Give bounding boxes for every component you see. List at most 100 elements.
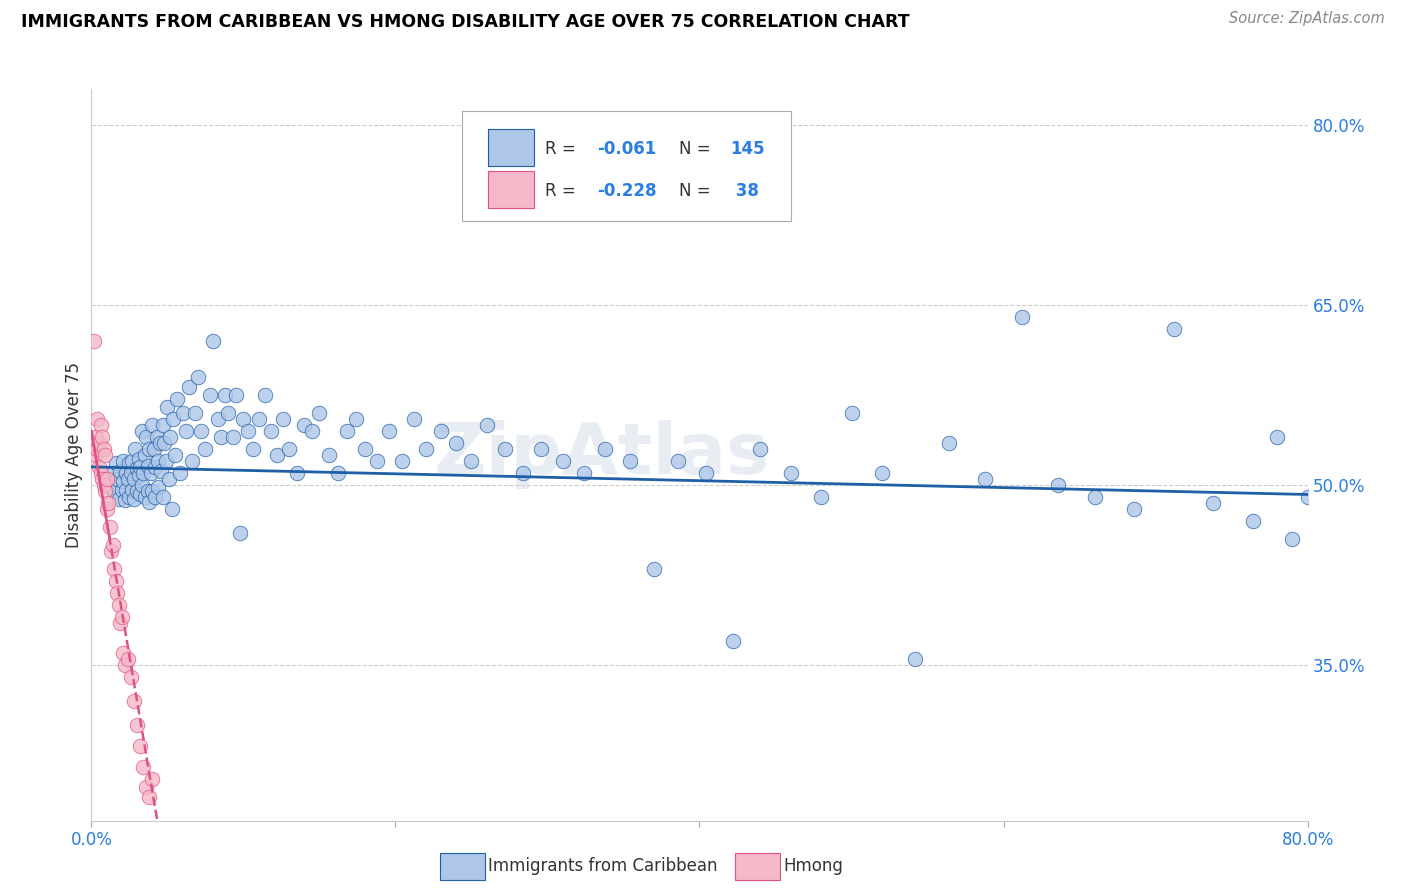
Point (974, 472, 997, 486)
Point (136, 483, 159, 498)
Point (107, 598, 129, 612)
Point (157, 472, 180, 486)
Point (129, 459, 152, 474)
Point (120, 670, 142, 684)
Point (94, 483, 117, 498)
Text: -0.061: -0.061 (598, 140, 657, 158)
Point (112, 475, 135, 489)
Point (1123, 501, 1146, 516)
Point (134, 490, 156, 504)
Point (89, 417, 111, 432)
Text: -0.228: -0.228 (598, 182, 657, 200)
Point (209, 430, 232, 444)
Point (870, 466, 893, 480)
Point (129, 739, 152, 754)
Point (97, 496, 120, 510)
Point (236, 424, 259, 438)
Point (160, 501, 183, 516)
Point (1296, 490, 1319, 504)
Point (344, 412, 367, 426)
Point (180, 454, 202, 468)
Point (104, 456, 127, 470)
Point (222, 430, 245, 444)
Point (841, 406, 863, 420)
Text: Source: ZipAtlas.com: Source: ZipAtlas.com (1229, 11, 1385, 26)
Point (1084, 490, 1107, 504)
Point (89, 466, 111, 480)
Point (643, 562, 665, 576)
Point (749, 442, 772, 456)
Point (134, 448, 156, 462)
FancyBboxPatch shape (463, 112, 790, 221)
Point (155, 454, 177, 468)
Point (229, 525, 252, 540)
Point (149, 436, 172, 450)
Point (163, 448, 186, 462)
Point (301, 424, 323, 438)
Point (141, 772, 163, 786)
Text: N =: N = (679, 182, 716, 200)
Point (86, 442, 108, 456)
Point (138, 442, 160, 456)
Point (91, 472, 114, 486)
Point (112, 454, 135, 468)
Point (141, 483, 163, 498)
Point (115, 466, 138, 480)
Point (148, 480, 170, 494)
Point (83, 334, 105, 348)
Point (695, 466, 717, 480)
Point (402, 412, 425, 426)
Point (96, 475, 118, 490)
Point (114, 493, 136, 508)
Point (96, 472, 118, 486)
Point (117, 652, 139, 666)
Point (172, 406, 194, 420)
Point (84, 448, 107, 462)
Point (475, 417, 498, 432)
Point (118, 456, 141, 470)
Point (135, 430, 157, 444)
Point (96, 501, 118, 516)
Point (153, 436, 176, 450)
Point (111, 609, 134, 624)
Point (174, 424, 197, 438)
Point (1163, 322, 1185, 336)
Point (214, 388, 236, 402)
Point (938, 436, 960, 450)
Point (120, 466, 142, 480)
Point (308, 406, 330, 420)
Point (292, 417, 315, 432)
Point (132, 760, 155, 774)
Point (162, 412, 184, 426)
Point (1265, 430, 1288, 444)
Point (131, 478, 153, 492)
Point (593, 442, 616, 456)
Point (114, 657, 136, 672)
Point (138, 789, 160, 804)
Point (145, 430, 167, 444)
Point (122, 694, 145, 708)
Point (138, 494, 160, 508)
Point (326, 466, 349, 480)
Point (143, 490, 166, 504)
Point (91, 430, 114, 444)
Point (105, 472, 128, 486)
Point (115, 483, 138, 497)
Point (103, 562, 125, 576)
Point (98, 480, 121, 494)
Point (721, 633, 744, 648)
Point (391, 454, 413, 468)
Point (779, 466, 801, 480)
Point (110, 615, 132, 630)
Point (84, 430, 107, 444)
Point (142, 442, 165, 456)
FancyBboxPatch shape (488, 171, 534, 208)
Point (190, 424, 212, 438)
Point (1202, 496, 1225, 510)
Point (112, 646, 135, 660)
Point (366, 454, 388, 468)
Point (141, 417, 163, 432)
Point (124, 442, 146, 456)
Point (494, 442, 516, 456)
Point (131, 424, 153, 438)
